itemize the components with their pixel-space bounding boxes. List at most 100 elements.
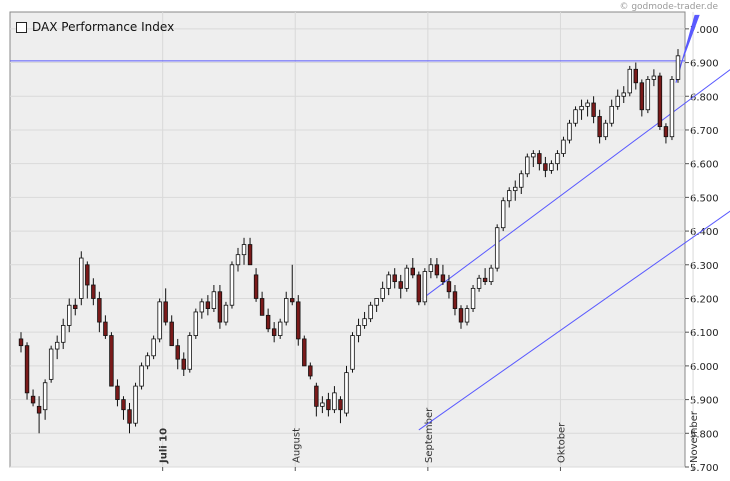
candle-body [585,102,590,107]
candle-body [675,55,681,80]
candle-body [525,156,530,175]
candle-body [24,345,30,394]
x-tick-label: November [689,410,700,463]
y-tick-label: 5.700 [690,463,719,474]
candle-body [259,298,265,316]
candle-body [223,304,229,323]
candle-body [579,105,584,111]
candle-body [193,311,199,336]
y-tick-label: 6.200 [690,294,719,305]
candle-body [386,274,391,289]
candle-body [115,385,120,400]
legend-label: DAX Performance Index [32,20,175,34]
y-tick-label: 6.300 [690,261,719,272]
candle-body [157,301,162,340]
candle-body [42,382,48,411]
y-tick-label: 7.000 [690,25,719,36]
candle-body [103,321,108,336]
candle-body [428,264,434,272]
candle-body [422,271,428,303]
candle-body [452,291,458,309]
candle-body [416,274,422,303]
candle-body [591,102,596,117]
candle-body [639,82,645,111]
candle-body [458,308,464,323]
candle-body [97,298,102,323]
candle-body [440,274,446,283]
candle-body [410,267,415,276]
candle-body [48,348,54,380]
candle-body [549,163,554,171]
candle-body [151,338,156,357]
candle-body [169,321,174,347]
candle-body [374,298,379,306]
y-tick-label: 5.800 [690,429,719,440]
candle-body [555,153,560,165]
candle-body [211,291,217,309]
candle-body [446,281,452,293]
candle-body [362,318,367,326]
candle-body [507,190,512,202]
candle-body [229,264,235,306]
candle-body [290,298,295,303]
y-tick-label: 6.400 [690,227,719,238]
candle-body [657,75,663,127]
candle-body [181,358,186,370]
candle-body [36,405,42,414]
y-tick-label: 6.100 [690,328,719,339]
candle-body [302,338,307,367]
y-tick-label: 6.900 [690,59,719,70]
x-tick-label: Oktober [556,422,567,463]
candle-body [669,79,675,138]
candle-body [537,153,542,165]
candle-body [205,301,211,309]
candle-body [145,355,150,367]
candle-body [380,287,385,299]
candle-body [368,304,373,320]
candle-body [235,254,241,266]
trend-channel-line [418,210,730,431]
candle-body [531,153,536,158]
candle-body [271,328,277,336]
candle-body [434,264,440,276]
candle-body [121,399,126,411]
candle-body [241,244,247,256]
candle-body [314,385,319,407]
candle-body [645,79,651,111]
candle-body [30,395,36,404]
y-tick-label: 5.900 [690,396,719,407]
candle-body [482,277,488,283]
candle-body [199,301,205,313]
candle-body [296,301,301,340]
site-credit: © godmode-trader.de [619,2,718,12]
candle-body [265,314,271,330]
candle-body [284,298,289,323]
candle-body [338,399,343,411]
candle-body [476,277,482,289]
y-tick-label: 6.700 [690,126,719,137]
candle-body [139,365,144,387]
x-tick-label: August [291,428,302,463]
candle-body [464,308,470,323]
candle-body [18,338,24,347]
candle-body [543,163,548,171]
candle-body [109,335,114,387]
candle-body [621,92,626,97]
candle-body [326,399,331,411]
candle-body [175,345,180,360]
candle-body [627,68,632,94]
candle-body [398,281,403,289]
candle-body [344,372,349,414]
chart-legend: DAX Performance Index [16,20,174,34]
candle-body [561,139,566,154]
x-tick-label: Juli 10 [159,428,170,464]
candle-body [127,409,132,424]
x-tick-label: September [424,407,435,463]
candle-body [85,264,90,286]
candle-body [500,200,506,229]
candle-body [54,341,60,350]
candle-body [470,287,476,309]
candle-body [247,244,253,266]
